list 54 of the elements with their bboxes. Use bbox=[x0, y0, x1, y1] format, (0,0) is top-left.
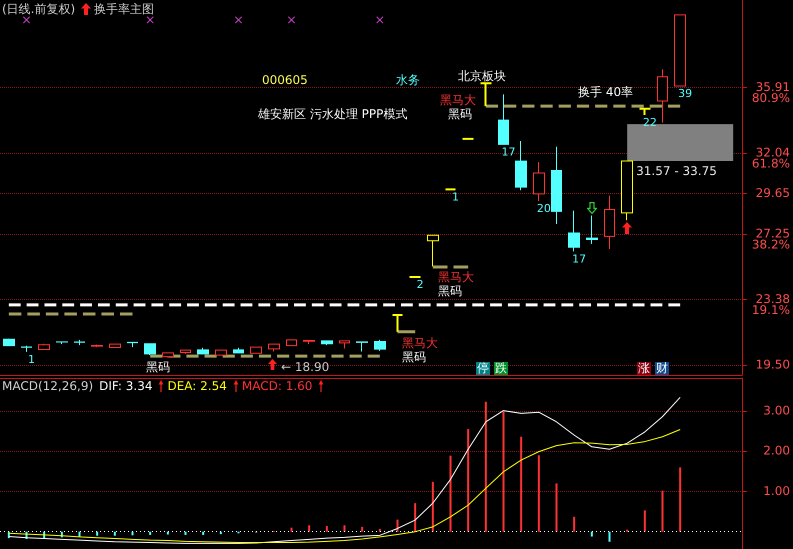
bar bbox=[432, 482, 434, 532]
bar bbox=[290, 528, 292, 532]
chart-subtitle: 换手率主图 bbox=[94, 2, 154, 16]
text: 1 bbox=[452, 190, 459, 204]
annotation: 黑码 bbox=[438, 284, 462, 298]
text: 20 bbox=[536, 202, 551, 216]
text: 2 bbox=[416, 278, 424, 292]
chart-title: (日线.前复权) bbox=[2, 2, 76, 16]
text: 17 bbox=[502, 145, 516, 158]
annotation: 黑马大 bbox=[440, 93, 476, 107]
annotation: ← 18.90 bbox=[281, 360, 330, 374]
y-tick-label: 32.04 61.8% bbox=[752, 146, 790, 171]
bar bbox=[220, 532, 222, 534]
bar bbox=[149, 532, 152, 535]
annotation: 黑码 bbox=[402, 350, 426, 364]
bar bbox=[114, 532, 116, 536]
text: 39 bbox=[678, 86, 692, 100]
annotation: 黑码 bbox=[448, 107, 472, 121]
annotation: 黑马大 bbox=[438, 270, 474, 284]
bar bbox=[556, 483, 558, 532]
annotation: 000605 bbox=[262, 73, 308, 87]
annotation: 雄安新区 污水处理 PPP模式 bbox=[258, 107, 408, 121]
bar bbox=[96, 532, 98, 536]
text: 17 bbox=[572, 252, 586, 266]
y-tick-label: 29.65 bbox=[756, 186, 790, 200]
bar bbox=[590, 532, 593, 537]
bar bbox=[202, 532, 204, 535]
annotation: 跌 bbox=[494, 361, 508, 375]
annotation: 停 bbox=[476, 361, 490, 375]
band-label: 31.57 - 33.75 bbox=[636, 164, 717, 178]
bar bbox=[644, 510, 646, 532]
bar bbox=[132, 532, 134, 536]
bar bbox=[662, 490, 664, 532]
annotation: 黑马大 bbox=[402, 336, 438, 350]
bar bbox=[573, 516, 576, 532]
text: 22 bbox=[642, 116, 657, 130]
bar bbox=[361, 526, 364, 532]
text: 1 bbox=[28, 352, 35, 366]
bar bbox=[414, 503, 416, 532]
annotation: 黑码 bbox=[146, 360, 170, 374]
annotation: 水务 bbox=[396, 73, 420, 87]
y-tick-label: 19.50 bbox=[756, 357, 790, 372]
annotation: 换手 40率 bbox=[578, 85, 634, 99]
y-tick-label: 23.38 19.1% bbox=[752, 292, 790, 317]
bar bbox=[166, 532, 169, 535]
annotation: 财 bbox=[655, 361, 669, 375]
y-tick-label: 35.91 80.9% bbox=[752, 80, 790, 106]
annotation: 北京板块 bbox=[458, 69, 506, 83]
bar bbox=[184, 532, 186, 535]
bar bbox=[608, 532, 610, 542]
annotation: 涨 bbox=[637, 361, 651, 375]
y-tick-label: 27.25 38.2% bbox=[752, 226, 790, 252]
bar bbox=[78, 532, 80, 537]
bar bbox=[326, 526, 328, 532]
